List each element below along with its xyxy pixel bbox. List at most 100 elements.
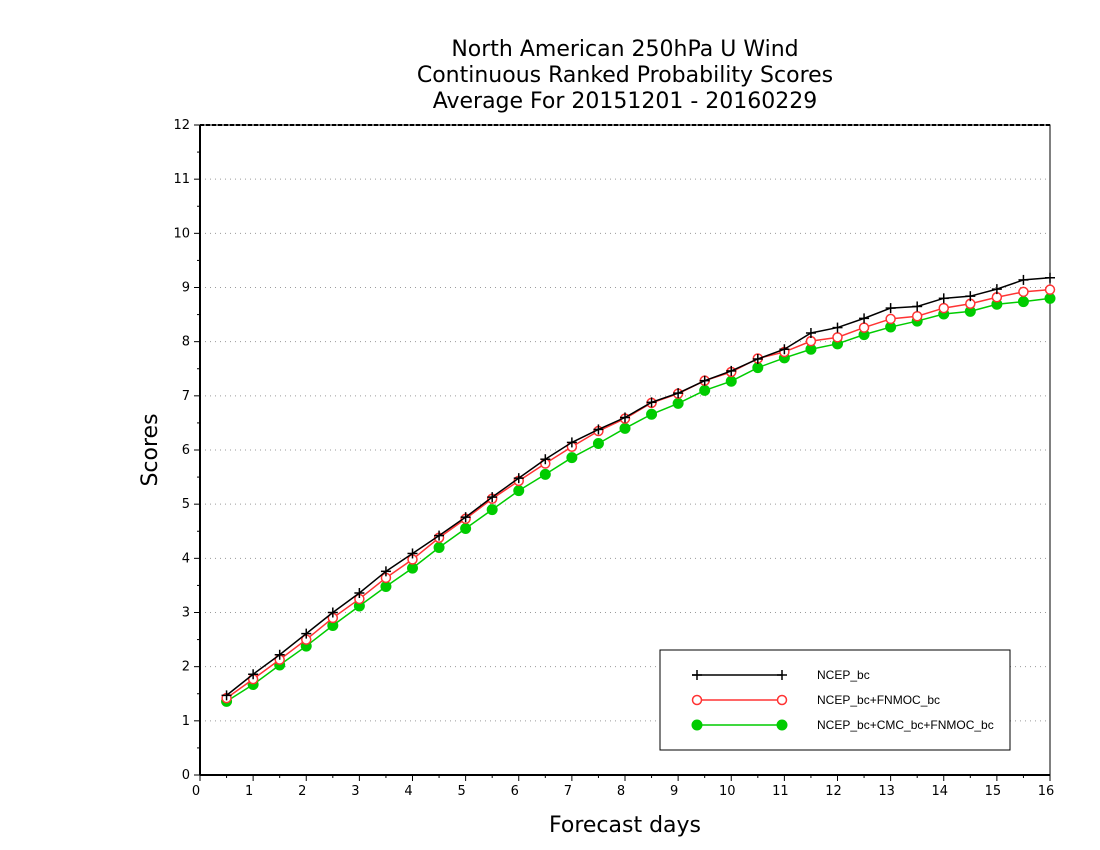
- series-2-point-20: [752, 362, 764, 374]
- series-0-point-23: [832, 322, 843, 333]
- series-0-point-4: [327, 607, 338, 618]
- series-0-point-31: [1045, 272, 1055, 283]
- series-2-point-8: [433, 542, 445, 553]
- series-0-point-22: [805, 328, 816, 338]
- series-0-point-18: [699, 375, 710, 386]
- series-2-point-18: [699, 384, 711, 396]
- y-tick-label-7: 7: [182, 389, 190, 404]
- series-0-point-27: [938, 293, 949, 304]
- series-0-point-11: [513, 473, 524, 484]
- series-1-point-24: [858, 322, 870, 333]
- legend-marker-end-1: [776, 694, 788, 706]
- series-1-point-25: [885, 313, 896, 325]
- chart-title-line-3: Average For 20151201 - 20160229: [432, 89, 818, 114]
- series-0-point-3: [301, 628, 312, 639]
- x-tick-label-3: 3: [351, 784, 359, 799]
- y-tick-label-12: 12: [173, 118, 190, 133]
- series-1-point-30: [1018, 286, 1029, 298]
- y-tick-label-9: 9: [182, 281, 190, 296]
- y-tick-label-8: 8: [182, 335, 190, 350]
- y-tick-label-0: 0: [182, 768, 190, 783]
- series-line-0: [226, 277, 1051, 696]
- legend-entry-1: NCEP_bc+FNMOC_bc: [691, 693, 940, 707]
- x-tick-label-15: 15: [985, 784, 1002, 799]
- y-axis-label: Scores: [138, 413, 163, 486]
- x-tick-label-0: 0: [192, 784, 200, 799]
- x-axis-label: Forecast days: [549, 813, 701, 838]
- series-1: [221, 284, 1056, 704]
- series-0-point-12: [540, 454, 551, 465]
- series-0-point-0: [221, 690, 232, 701]
- y-tick-label-1: 1: [182, 714, 190, 729]
- legend-label-1: NCEP_bc+FNMOC_bc: [817, 693, 940, 707]
- x-tick-label-2: 2: [298, 784, 306, 799]
- y-tick-label-10: 10: [173, 226, 190, 241]
- series-0-point-14: [593, 424, 604, 435]
- legend-marker-end-0: [777, 670, 787, 680]
- series-0-point-29: [991, 284, 1002, 295]
- series-2-point-30: [1017, 296, 1029, 308]
- series-2-point-19: [725, 375, 737, 387]
- legend-marker-start-2: [691, 719, 703, 731]
- x-tick-label-5: 5: [457, 784, 465, 799]
- x-tick-label-8: 8: [617, 784, 625, 799]
- x-tick-label-16: 16: [1038, 784, 1055, 799]
- legend-label-2: NCEP_bc+CMC_bc+FNMOC_bc: [817, 718, 994, 732]
- series-2-point-11: [513, 485, 525, 497]
- series-2-point-13: [566, 452, 578, 464]
- x-tick-label-6: 6: [511, 784, 519, 799]
- series-0-point-9: [460, 512, 471, 523]
- y-tick-label-5: 5: [182, 497, 190, 512]
- series-0-point-8: [434, 530, 445, 541]
- legend-entry-0: NCEP_bc: [692, 668, 870, 682]
- y-tick-label-11: 11: [173, 172, 190, 187]
- x-tick-label-13: 13: [878, 784, 895, 799]
- series-1-point-23: [832, 332, 843, 343]
- legend: NCEP_bc NCEP_bc+FNMOC_bc NCEP_bc+CMC_bc+FN…: [659, 649, 1011, 751]
- y-tick-label-2: 2: [182, 660, 190, 675]
- series-0-point-28: [965, 291, 976, 302]
- series-0-point-19: [726, 365, 737, 376]
- chart-title-line-2: Continuous Ranked Probability Scores: [416, 63, 834, 88]
- x-tick-label-9: 9: [670, 784, 678, 799]
- series-0-point-20: [752, 354, 763, 364]
- series-0-point-26: [912, 301, 923, 312]
- x-tick-label-4: 4: [404, 784, 412, 799]
- x-tick-label-10: 10: [719, 784, 736, 799]
- series-0-point-30: [1018, 274, 1029, 285]
- series-0: [221, 272, 1055, 701]
- axes: [194, 124, 1051, 781]
- legend-label-0: NCEP_bc: [817, 668, 870, 682]
- x-tick-label-7: 7: [564, 784, 572, 799]
- y-tick-label-4: 4: [182, 551, 190, 566]
- series-0-point-13: [566, 437, 577, 448]
- y-tick-label-6: 6: [182, 443, 190, 458]
- x-tick-label-11: 11: [772, 784, 789, 799]
- legend-entry-2: NCEP_bc+CMC_bc+FNMOC_bc: [691, 718, 994, 732]
- series-0-point-15: [620, 412, 630, 423]
- x-tick-label-1: 1: [245, 784, 253, 799]
- series-0-point-24: [859, 313, 870, 324]
- legend-marker-start-1: [691, 694, 703, 706]
- gridlines: [200, 178, 1050, 722]
- series-0-point-6: [380, 566, 391, 577]
- series-2-point-10: [486, 504, 498, 516]
- series-2-point-15: [619, 422, 631, 434]
- series-0-point-7: [407, 548, 418, 559]
- series-0-point-1: [248, 669, 259, 680]
- series-2-point-17: [672, 397, 684, 409]
- series-0-point-10: [487, 492, 498, 503]
- series-0-point-2: [274, 649, 285, 660]
- series-2: [221, 292, 1056, 707]
- series-2-point-14: [592, 438, 604, 449]
- chart-title-line-1: North American 250hPa U Wind: [451, 37, 799, 62]
- series-2-point-9: [460, 523, 472, 535]
- series-0-point-21: [779, 344, 790, 355]
- series-line-2: [226, 297, 1051, 702]
- series-line-1: [226, 288, 1051, 699]
- series-0-point-17: [673, 388, 684, 399]
- series-1-point-26: [911, 310, 923, 322]
- series-0-point-16: [646, 397, 657, 408]
